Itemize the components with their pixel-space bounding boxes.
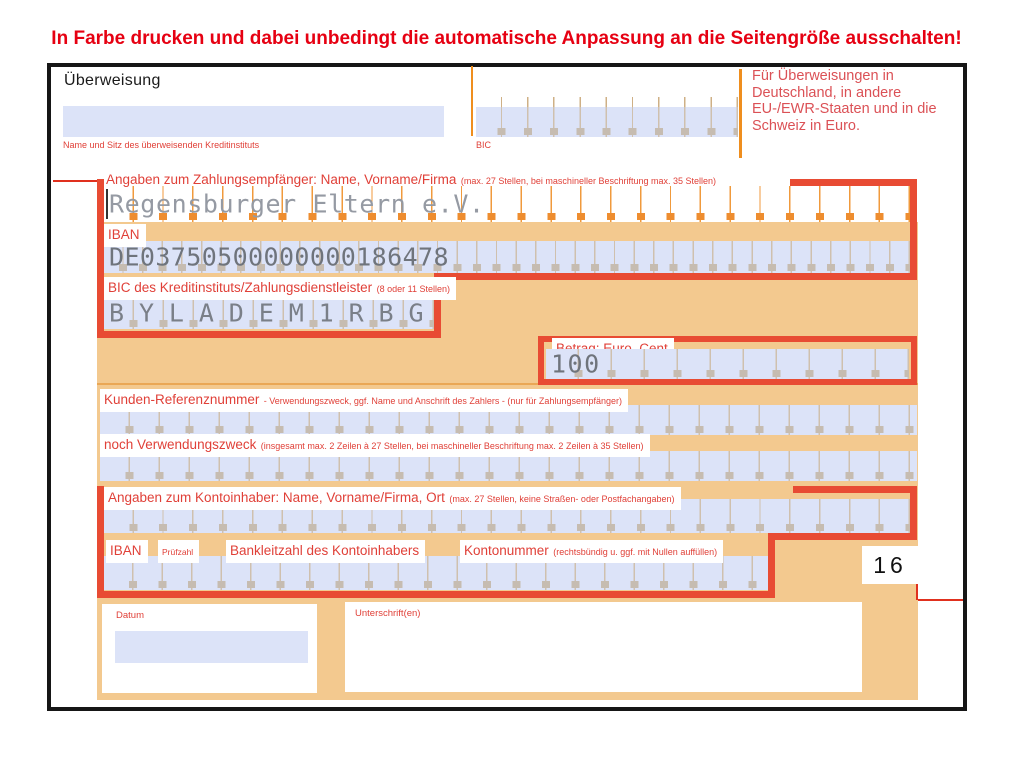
bic-label: BIC des Kreditinstituts/Zahlungsdienstle… xyxy=(104,277,456,300)
holder-iban-label: IBAN xyxy=(106,540,148,563)
divider-line-vertical-thick xyxy=(739,69,742,158)
reference-label-hint: - Verwendungszweck, ggf. Name und Anschr… xyxy=(263,396,622,406)
highlight-border-segment xyxy=(97,331,441,338)
reference-label-text: Kunden-Referenznummer xyxy=(104,392,260,407)
print-instruction: In Farbe drucken und dabei unbedingt die… xyxy=(51,28,962,49)
date-field[interactable] xyxy=(115,631,308,663)
amount-field[interactable]: 100 xyxy=(546,349,909,379)
highlight-border-segment xyxy=(768,533,775,598)
ordering-bank-label: Name und Sitz des überweisenden Kreditin… xyxy=(63,140,260,150)
highlight-border-segment xyxy=(434,273,917,280)
iban-label: IBAN xyxy=(104,224,146,247)
holder-account-label-text: Kontonummer xyxy=(464,543,549,558)
ordering-bank-field[interactable] xyxy=(63,106,444,137)
reference-label: Kunden-Referenznummer - Verwendungszweck… xyxy=(100,389,628,412)
account-holder-label-text: Angaben zum Kontoinhaber: Name, Vorname/… xyxy=(108,490,445,505)
holder-account-label-hint: (rechtsbündig u. ggf. mit Nullen auffüll… xyxy=(553,547,718,557)
iban-field[interactable]: DE03750500000000186478 xyxy=(104,241,910,273)
highlight-border-segment xyxy=(434,273,441,338)
divider-line-horizontal xyxy=(97,383,918,385)
highlight-border-segment xyxy=(97,591,775,598)
purpose-label: noch Verwendungszweck (insgesamt max. 2 … xyxy=(100,434,650,457)
holder-blz-label: Bankleitzahl des Kontoinhabers xyxy=(226,540,426,563)
highlight-border-segment xyxy=(97,486,104,598)
account-holder-label: Angaben zum Kontoinhaber: Name, Vorname/… xyxy=(104,487,681,510)
bic-value: BYLADEM1RBG xyxy=(109,298,434,327)
highlight-border-segment xyxy=(910,486,917,540)
iban-value: DE03750500000000186478 xyxy=(109,242,449,272)
ordering-bic-field[interactable] xyxy=(476,107,738,137)
payee-name-field[interactable]: Regensburger Eltern e.V. xyxy=(104,186,910,222)
holder-check-label-text: Prüfzahl xyxy=(162,547,194,557)
signature-area[interactable] xyxy=(345,602,862,692)
bic-field[interactable]: BYLADEM1RBG xyxy=(104,296,434,329)
holder-blz-label-text: Bankleitzahl des Kontoinhabers xyxy=(230,543,420,558)
text-caret xyxy=(106,189,108,219)
iban-label-text: IBAN xyxy=(108,227,140,242)
highlight-border-segment xyxy=(790,179,917,186)
date-label: Datum xyxy=(116,610,144,621)
region-notice: Für Überweisungen in Deutschland, in and… xyxy=(752,68,937,134)
purpose-label-hint: (insgesamt max. 2 Zeilen à 27 Stellen, b… xyxy=(260,441,644,451)
signature-label: Unterschrift(en) xyxy=(355,608,421,619)
payee-name-value: Regensburger Eltern e.V. xyxy=(109,189,485,219)
bic-label-hint: (8 oder 11 Stellen) xyxy=(376,284,450,294)
bic-label-text: BIC des Kreditinstituts/Zahlungsdienstle… xyxy=(108,280,373,295)
fold-mark-line xyxy=(916,578,918,600)
comb-ticks-above xyxy=(476,97,738,107)
form-title: Überweisung xyxy=(64,72,161,89)
highlight-border-segment xyxy=(910,179,917,280)
holder-account-label: Kontonummer (rechtsbündig u. ggf. mit Nu… xyxy=(460,540,724,563)
purpose-label-text: noch Verwendungszweck xyxy=(104,437,257,452)
fold-mark-line xyxy=(918,599,963,601)
payee-label-text: Angaben zum Zahlungsempfänger: Name, Vor… xyxy=(106,172,457,187)
ordering-bic-label: BIC xyxy=(476,140,492,150)
payee-label: Angaben zum Zahlungsempfänger: Name, Vor… xyxy=(106,171,716,189)
holder-check-label: Prüfzahl xyxy=(158,540,200,563)
fold-mark-line xyxy=(53,180,97,182)
highlight-border-segment xyxy=(793,486,917,493)
page-number: 16 xyxy=(862,546,918,584)
payee-label-hint: (max. 27 Stellen, bei maschineller Besch… xyxy=(460,176,717,186)
account-holder-label-hint: (max. 27 Stellen, keine Straßen- oder Po… xyxy=(449,494,675,504)
holder-iban-label-text: IBAN xyxy=(110,543,142,558)
highlight-border-segment xyxy=(97,179,104,338)
divider-line-vertical xyxy=(471,66,473,136)
amount-value: 100 xyxy=(551,349,601,379)
highlight-border-segment xyxy=(768,533,917,540)
